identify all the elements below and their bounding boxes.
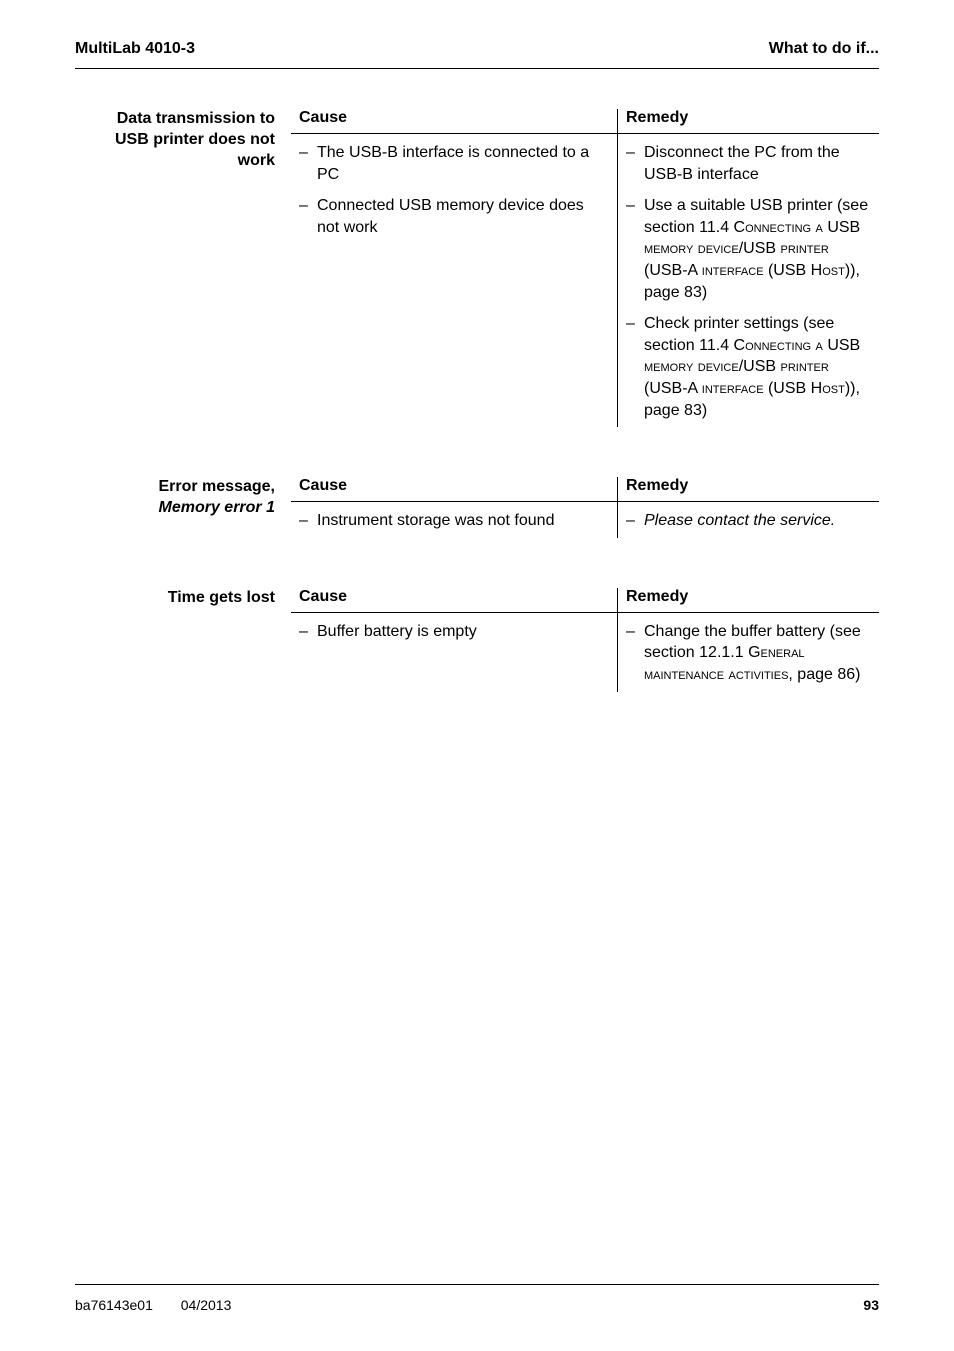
text-segment: memory device	[644, 240, 739, 257]
remedy-cell: Please contact the service.	[618, 502, 879, 538]
remedy-list: Change the buffer battery (see section 1…	[626, 621, 871, 686]
cause-header: Cause	[291, 109, 618, 133]
text-segment: (USB-A	[644, 380, 702, 397]
page: MultiLab 4010-3 What to do if... Data tr…	[0, 0, 954, 1351]
text-segment: /USB	[739, 358, 781, 375]
table-row: Buffer battery is empty Change the buffer…	[291, 613, 879, 692]
cause-cell: The USB-B interface is connected to a PC…	[291, 134, 618, 427]
table-header-row: CauseRemedy	[291, 477, 879, 502]
section-label-line: work	[75, 151, 275, 172]
cause-cell: Instrument storage was not found	[291, 502, 618, 538]
text-segment: USB	[827, 337, 860, 354]
cause-list: Instrument storage was not found	[299, 510, 609, 532]
cause-item: The USB-B interface is connected to a PC	[299, 142, 609, 185]
text-segment: interface	[702, 380, 764, 397]
cause-remedy-table: CauseRemedyInstrument storage was not fo…	[291, 477, 879, 538]
remedy-item: Change the buffer battery (see section 1…	[626, 621, 871, 686]
text-segment: Please contact the service.	[644, 512, 835, 529]
table-header-row: CauseRemedy	[291, 588, 879, 613]
text-segment: (USB H	[764, 262, 823, 279]
page-header: MultiLab 4010-3 What to do if...	[75, 40, 879, 68]
remedy-cell: Disconnect the PC from the USB-B interfa…	[618, 134, 879, 427]
cause-item: Connected USB memory device does not wor…	[299, 195, 609, 238]
text-segment: interface	[702, 262, 764, 279]
troubleshoot-section: Data transmission toUSB printer does not…	[75, 109, 879, 427]
text-segment: onnecting a	[745, 219, 827, 236]
text-segment: , page 86)	[788, 666, 860, 683]
remedy-header: Remedy	[618, 588, 879, 612]
text-segment: (USB H	[764, 380, 823, 397]
section-label-line: Data transmission to	[75, 109, 275, 130]
page-footer: ba76143e01 04/2013 93	[75, 1284, 879, 1313]
cause-list: Buffer battery is empty	[299, 621, 609, 643]
remedy-item: Use a suitable USB printer (see section …	[626, 195, 871, 303]
remedy-list: Please contact the service.	[626, 510, 871, 532]
cause-item: Buffer battery is empty	[299, 621, 609, 643]
remedy-item: Please contact the service.	[626, 510, 871, 532]
cause-header: Cause	[291, 588, 618, 612]
table-header-row: CauseRemedy	[291, 109, 879, 134]
remedy-header: Remedy	[618, 477, 879, 501]
remedy-item: Check printer settings (see section 11.4…	[626, 313, 871, 421]
remedy-item: Disconnect the PC from the USB-B interfa…	[626, 142, 871, 185]
section-label-line: USB printer does not	[75, 130, 275, 151]
header-left: MultiLab 4010-3	[75, 40, 195, 58]
cause-header: Cause	[291, 477, 618, 501]
header-rule	[75, 68, 879, 69]
footer-rule	[75, 1284, 879, 1285]
table-row: The USB-B interface is connected to a PC…	[291, 134, 879, 427]
troubleshoot-section: Error message,Memory error 1CauseRemedyI…	[75, 477, 879, 538]
section-label: Time gets lost	[75, 588, 291, 692]
header-right: What to do if...	[769, 40, 879, 58]
text-segment: USB	[827, 219, 860, 236]
text-segment: Change the buffer battery (see section 1…	[644, 623, 861, 662]
footer-date: 04/2013	[181, 1297, 232, 1313]
troubleshoot-section: Time gets lostCauseRemedyBuffer battery …	[75, 588, 879, 692]
section-label-line: Memory error 1	[75, 498, 275, 519]
table-row: Instrument storage was not found Please c…	[291, 502, 879, 538]
footer-line: ba76143e01 04/2013 93	[75, 1297, 879, 1313]
cause-list: The USB-B interface is connected to a PC…	[299, 142, 609, 238]
sections-container: Data transmission toUSB printer does not…	[75, 109, 879, 692]
cause-cell: Buffer battery is empty	[291, 613, 618, 692]
section-label: Data transmission toUSB printer does not…	[75, 109, 291, 427]
remedy-cell: Change the buffer battery (see section 1…	[618, 613, 879, 692]
text-segment: Disconnect the PC from the USB-B interfa…	[644, 144, 840, 183]
text-segment: printer	[781, 240, 829, 257]
text-segment: printer	[781, 358, 829, 375]
cause-remedy-table: CauseRemedy The USB-B interface is connec…	[291, 109, 879, 427]
footer-page-number: 93	[863, 1297, 879, 1313]
remedy-header: Remedy	[618, 109, 879, 133]
cause-remedy-table: CauseRemedy Buffer battery is empty Change…	[291, 588, 879, 692]
text-segment: onnecting a	[745, 337, 827, 354]
section-label-line: Error message,	[75, 477, 275, 498]
remedy-list: Disconnect the PC from the USB-B interfa…	[626, 142, 871, 421]
footer-doc-id: ba76143e01	[75, 1297, 153, 1313]
text-segment: memory device	[644, 358, 739, 375]
section-label-line: Time gets lost	[75, 588, 275, 609]
cause-item: Instrument storage was not found	[299, 510, 609, 532]
text-segment: ost	[822, 262, 845, 279]
footer-left: ba76143e01 04/2013	[75, 1297, 255, 1313]
section-label: Error message,Memory error 1	[75, 477, 291, 538]
text-segment: ost	[822, 380, 845, 397]
text-segment: (USB-A	[644, 262, 702, 279]
text-segment: /USB	[739, 240, 781, 257]
